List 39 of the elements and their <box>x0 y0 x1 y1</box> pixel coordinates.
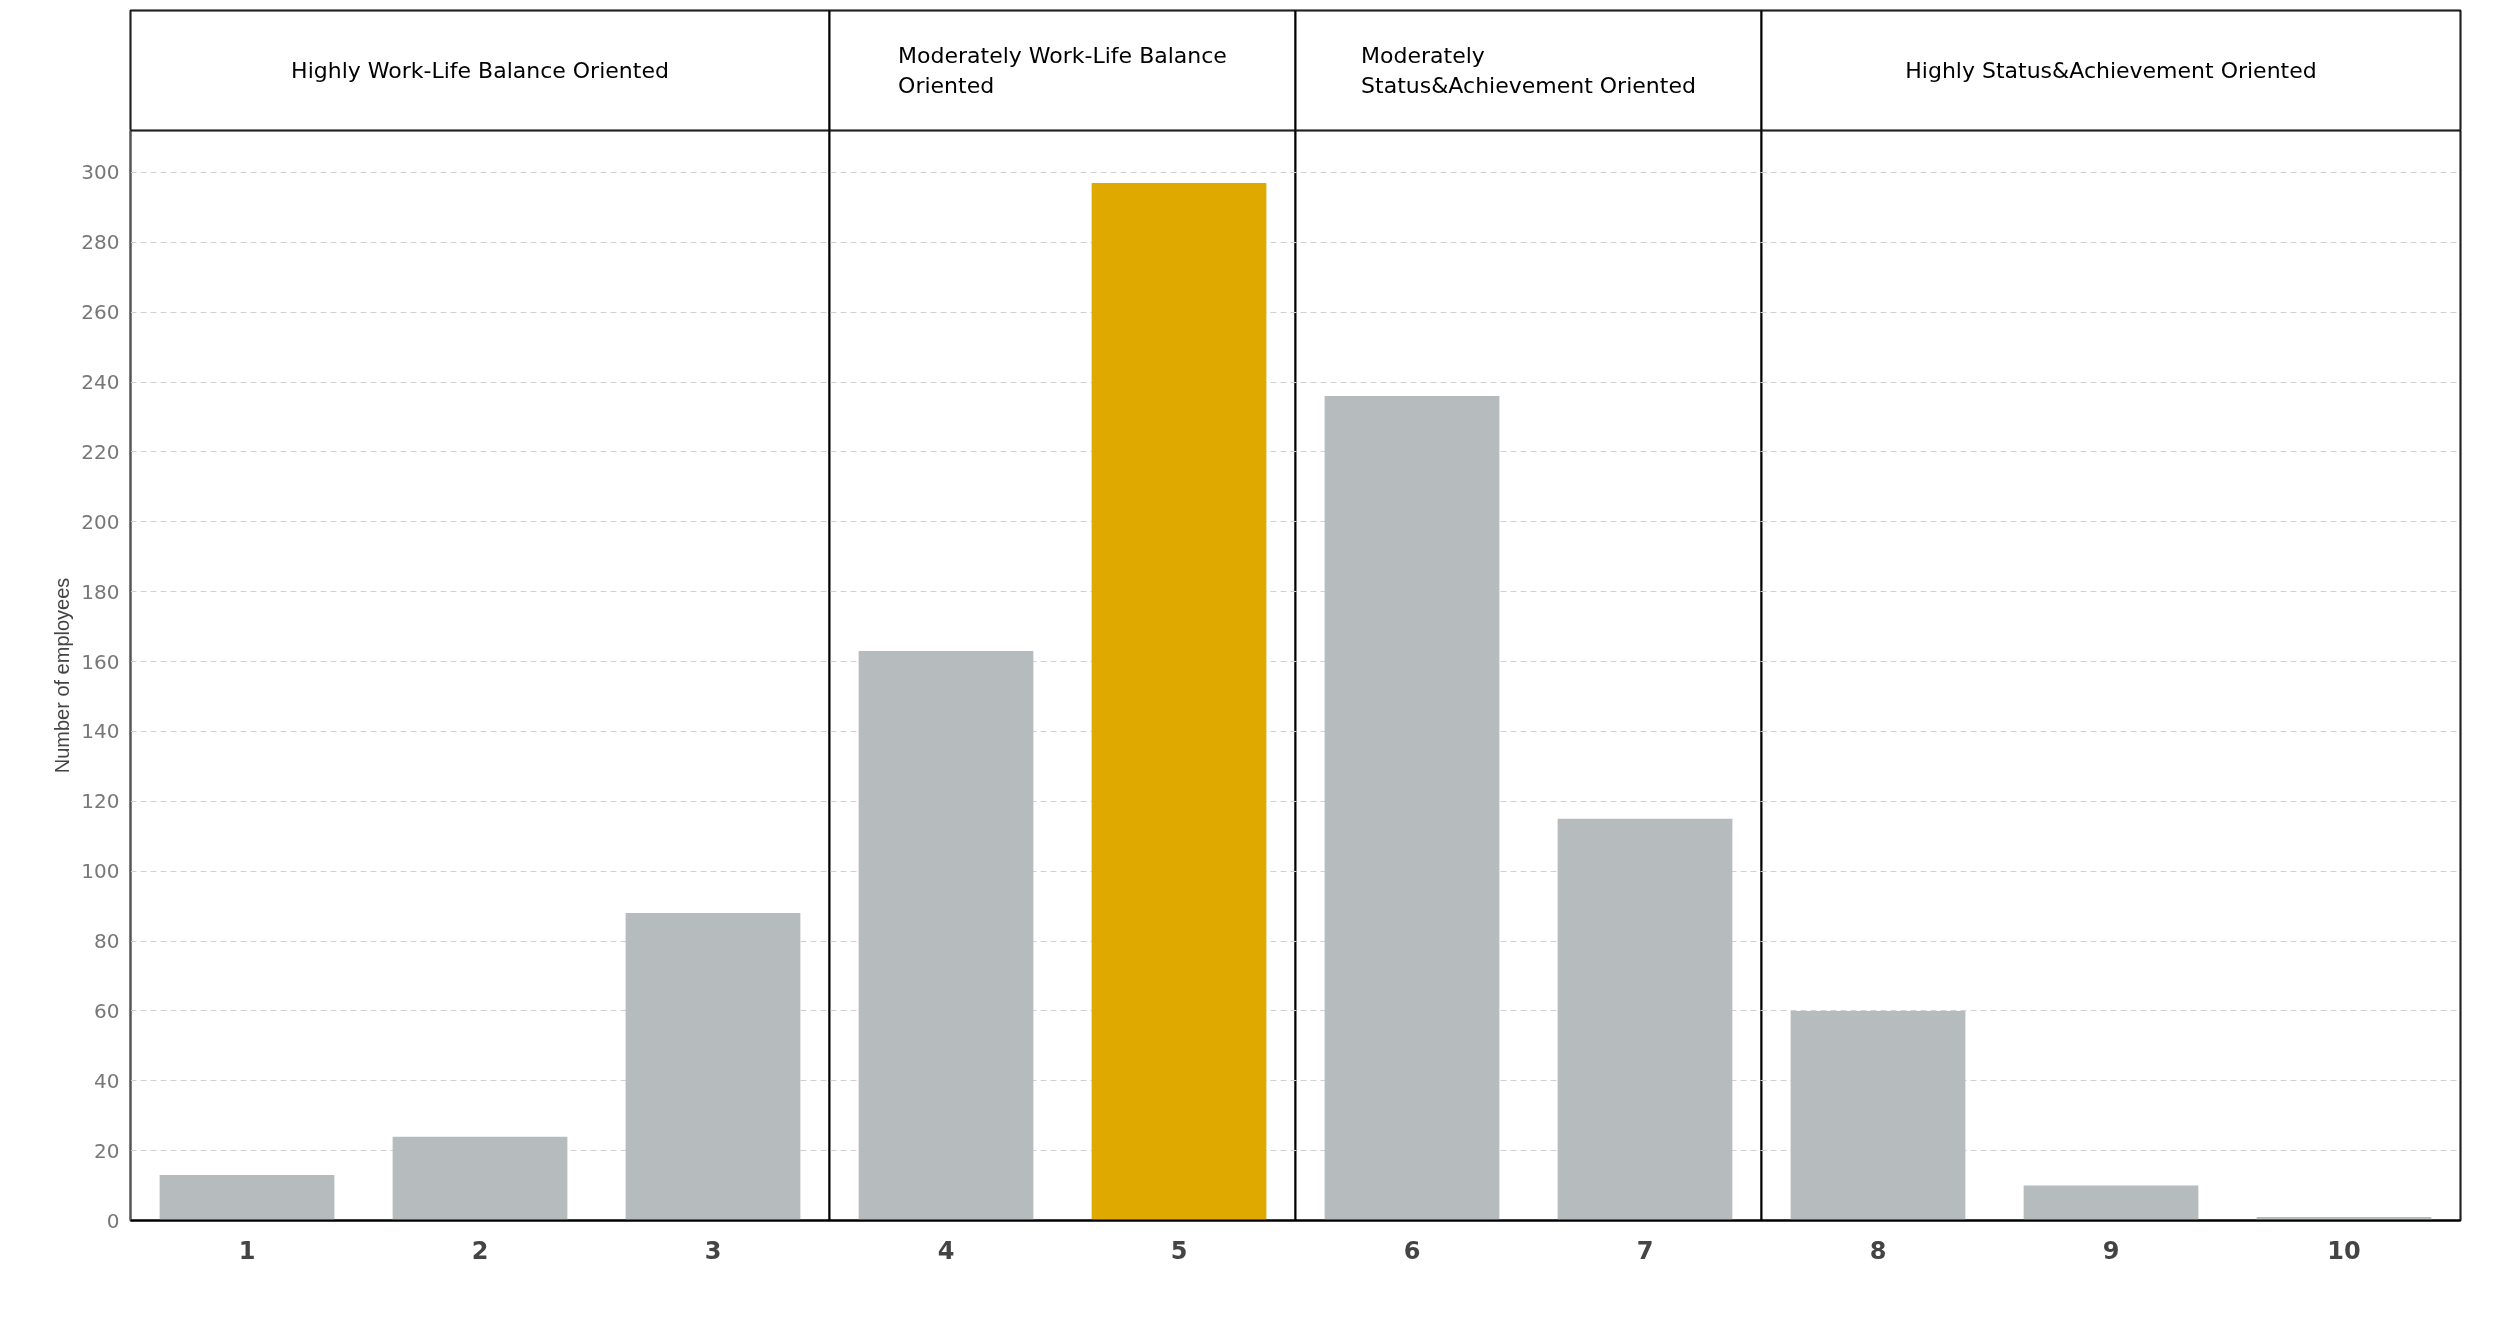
x-tick-label: 9 <box>2102 1236 2120 1265</box>
bar <box>1324 396 1500 1221</box>
y-tick-label: 60 <box>94 998 120 1023</box>
y-tick-label: 260 <box>81 300 120 325</box>
x-tick-label: 4 <box>937 1236 955 1265</box>
y-tick-label: 0 <box>106 1208 120 1233</box>
x-tick-label: 2 <box>471 1236 489 1265</box>
y-tick-label: 120 <box>81 789 120 814</box>
bar <box>858 651 1034 1221</box>
band-label: Highly Work-Life Balance Oriented <box>291 58 669 83</box>
x-tick-label: 1 <box>238 1236 256 1265</box>
bar <box>1557 818 1733 1221</box>
bar <box>1790 1010 1966 1221</box>
x-tick-label: 5 <box>1170 1236 1188 1265</box>
y-axis-title: Number of employees <box>51 577 74 774</box>
x-tick-label: 3 <box>704 1236 722 1265</box>
bar <box>159 1175 335 1221</box>
y-tick-label: 180 <box>81 579 120 604</box>
y-tick-label: 80 <box>94 929 120 954</box>
x-tick-label: 6 <box>1403 1236 1421 1265</box>
y-tick-label: 200 <box>81 509 120 534</box>
bar <box>2023 1185 2199 1221</box>
y-tick-label: 240 <box>81 370 120 395</box>
x-tick-label: 8 <box>1869 1236 1887 1265</box>
bar <box>392 1136 568 1221</box>
y-tick-label: 40 <box>94 1068 120 1093</box>
y-tick-label: 20 <box>94 1138 120 1163</box>
bar <box>625 913 801 1221</box>
band-label: Highly Status&Achievement Oriented <box>1905 58 2317 83</box>
y-tick-label: 280 <box>81 230 120 255</box>
y-tick-label: 100 <box>81 859 120 884</box>
x-tick-label: 10 <box>2327 1236 2361 1265</box>
y-tick-label: 300 <box>81 160 120 185</box>
band-label: Moderately Status&Achievement Oriented <box>1361 43 1696 98</box>
y-tick-label: 140 <box>81 719 120 744</box>
y-tick-label: 160 <box>81 649 120 674</box>
x-tick-label: 7 <box>1636 1236 1654 1265</box>
y-tick-label: 220 <box>81 439 120 464</box>
band-label: Moderately Work-Life Balance Oriented <box>898 43 1227 98</box>
